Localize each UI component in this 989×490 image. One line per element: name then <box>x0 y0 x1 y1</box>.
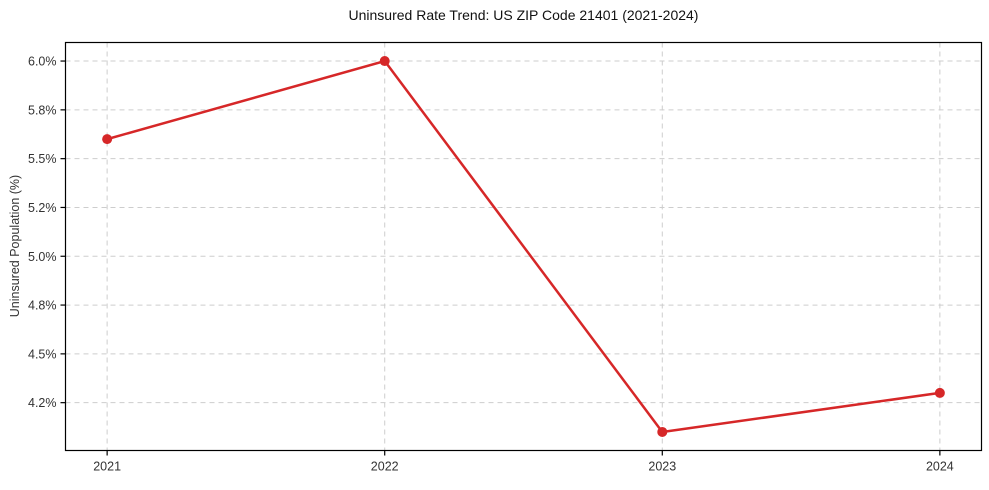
x-tick-label: 2024 <box>926 460 954 474</box>
x-tick-label: 2022 <box>371 460 399 474</box>
data-point-marker <box>934 387 945 398</box>
data-point-marker <box>657 426 668 437</box>
x-tick-label: 2023 <box>648 460 676 474</box>
axes-frame <box>64 41 983 452</box>
trend-line <box>105 59 942 434</box>
y-tick-label: 4.5% <box>28 347 57 361</box>
y-tick-label: 5.0% <box>28 250 57 264</box>
y-axis-title: Uninsured Population (%) <box>8 174 22 318</box>
y-tick-label: 5.8% <box>28 103 57 117</box>
y-tick-label: 4.8% <box>28 299 57 313</box>
data-point-marker <box>379 56 390 67</box>
y-tick-label: 5.5% <box>28 152 57 166</box>
y-tick-label: 4.2% <box>28 396 57 410</box>
y-tick-label: 5.2% <box>28 201 57 215</box>
x-tick-label: 2021 <box>93 460 121 474</box>
data-point-marker <box>102 134 113 145</box>
y-tick-label: 6.0% <box>28 55 57 69</box>
chart-title: Uninsured Rate Trend: US ZIP Code 21401 … <box>348 7 699 23</box>
